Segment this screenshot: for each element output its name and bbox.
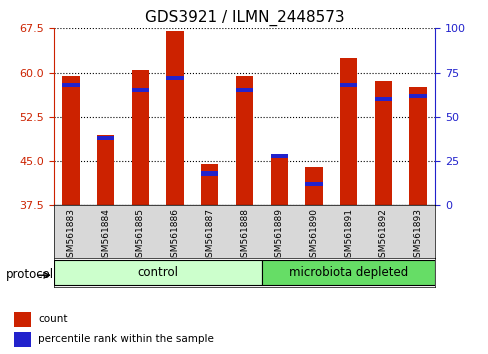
Bar [408,87,426,205]
Bar [62,83,80,87]
Text: GSM561889: GSM561889 [274,208,283,263]
Bar [132,88,149,92]
Text: control: control [137,266,178,279]
Bar [201,164,218,205]
Bar [374,81,391,205]
Text: GSM561884: GSM561884 [101,208,110,263]
Bar [235,88,253,92]
Text: GSM561887: GSM561887 [205,208,214,263]
Text: GSM561888: GSM561888 [240,208,248,263]
Bar [408,93,426,98]
Text: protocol: protocol [6,268,54,281]
Bar [62,75,80,205]
Text: percentile rank within the sample: percentile rank within the sample [38,334,213,344]
Bar [374,97,391,101]
Text: GSM561886: GSM561886 [170,208,179,263]
Bar [132,70,149,205]
Bar [261,260,434,285]
Bar [166,76,183,80]
Text: GSM561892: GSM561892 [378,208,387,263]
Bar [339,83,356,87]
Bar [97,136,114,140]
Text: microbiota depleted: microbiota depleted [288,266,407,279]
Bar [305,182,322,186]
Bar [339,58,356,205]
Bar [15,312,31,327]
Bar [305,167,322,205]
Title: GDS3921 / ILMN_2448573: GDS3921 / ILMN_2448573 [144,9,344,25]
Text: GSM561893: GSM561893 [412,208,422,263]
Bar [270,158,287,205]
Text: GSM561891: GSM561891 [344,208,352,263]
Bar [201,171,218,176]
Bar [270,154,287,158]
Bar [54,260,261,285]
Bar [97,135,114,205]
Text: GSM561885: GSM561885 [136,208,144,263]
Bar [166,31,183,205]
Text: count: count [38,314,67,324]
Text: GSM561883: GSM561883 [66,208,76,263]
Bar [235,75,253,205]
Text: GSM561890: GSM561890 [309,208,318,263]
Bar [15,332,31,347]
